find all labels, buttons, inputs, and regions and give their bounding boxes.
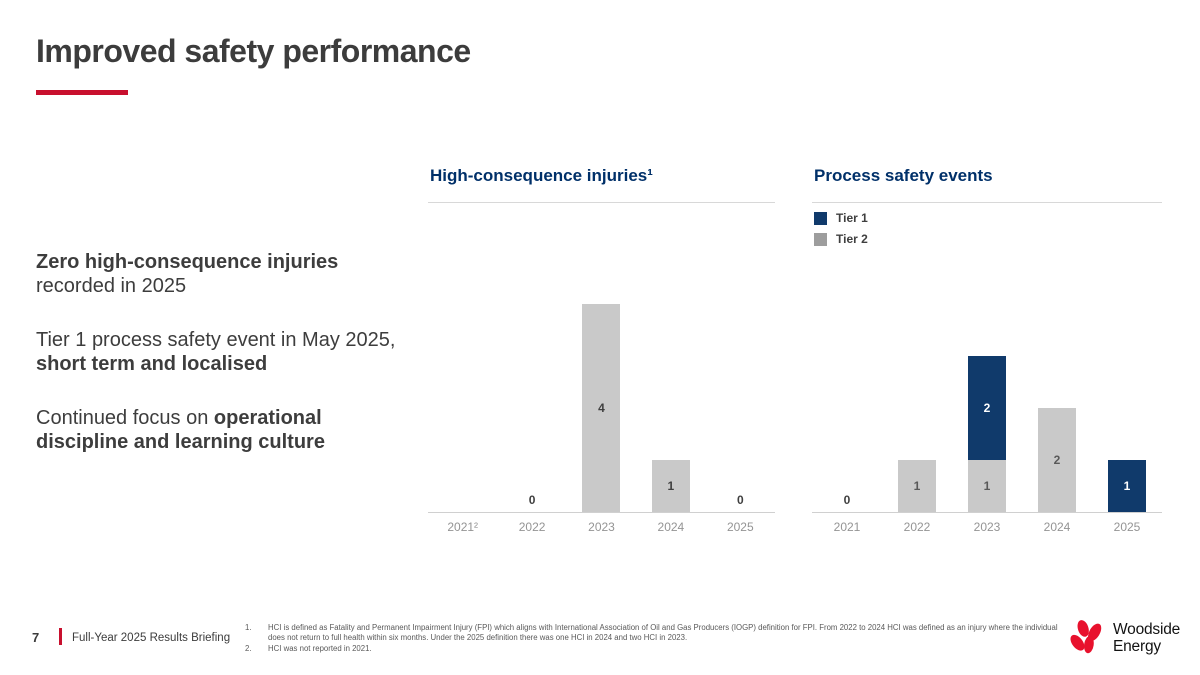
bar-segment: 1: [1108, 460, 1146, 512]
x-tick-label: 2024: [657, 520, 685, 534]
chart-title-rule: [428, 202, 775, 203]
x-tick-label: 2021: [833, 520, 861, 534]
bar-value-label: 0: [736, 493, 744, 507]
plot-area: 2021² 0 2022 4 2023 1 2024 0 2025: [428, 164, 775, 534]
key-message: Continued focus on operational discipline…: [36, 407, 325, 453]
footnote-number: 1.: [245, 623, 252, 632]
key-message: Tier 1 process safety event in May 2025,…: [36, 329, 396, 375]
bar-value-label: 2: [1053, 453, 1061, 467]
bar-value-label: 1: [913, 479, 921, 493]
bar-slot: 0 2022: [497, 164, 566, 534]
page-number: 7: [32, 630, 40, 645]
bar-segment: 1: [651, 460, 690, 512]
key-message: Zero high-consequence injuries recorded i…: [36, 251, 339, 297]
plot-area: 0 2021 1 2022 1 2 2023 2 2024 1 2025: [812, 164, 1162, 534]
bar-slot: 1 2024: [636, 164, 705, 534]
bar-slot: 2021²: [428, 164, 497, 534]
x-tick-label: 2022: [518, 520, 546, 534]
chart-legend: Tier 1 Tier 2: [814, 211, 868, 253]
woodside-flower-icon: [1070, 620, 1102, 654]
bar-value-label: 0: [843, 493, 851, 507]
legend-item: Tier 2: [814, 232, 868, 246]
logo-text-line2: Energy: [1113, 638, 1161, 655]
bar-slot: 2 2024: [1022, 164, 1092, 534]
bar-value-label: 2: [983, 401, 991, 415]
bar-slot: 1 2022: [882, 164, 952, 534]
x-tick-label: 2025: [726, 520, 754, 534]
footnote-number: 2.: [245, 643, 252, 653]
bar-value-label: 4: [598, 401, 605, 415]
bar-value-label: 0: [528, 493, 536, 507]
bar-segment: 2: [968, 356, 1006, 460]
bar-slot: 1 2 2023: [952, 164, 1022, 534]
legend-swatch: [814, 211, 827, 225]
footnotes: 1. HCI is defined as Fatality and Permane…: [245, 623, 1060, 654]
bar-slot: 0 2021: [812, 164, 882, 534]
page-title: Improved safety performance: [36, 33, 471, 69]
bar-value-label: 1: [667, 479, 675, 493]
x-tick-label: 2021²: [447, 520, 479, 534]
bar-segment: 2: [1038, 408, 1076, 512]
legend-label: Tier 2: [836, 232, 868, 246]
legend-label: Tier 1: [836, 211, 868, 225]
footer-presentation-title: Full-Year 2025 Results Briefing: [72, 632, 231, 644]
footnote-text: HCI was not reported in 2021.: [268, 643, 372, 653]
bar-segment: 4: [582, 304, 621, 512]
x-tick-label: 2025: [1113, 520, 1141, 534]
footnote: 2. HCI was not reported in 2021.: [245, 644, 1060, 654]
x-tick-label: 2023: [588, 520, 615, 534]
footnote-text: HCI is defined as Fatality and Permanent…: [268, 623, 1058, 643]
legend-swatch: [814, 232, 827, 246]
bar-slot: 0 2025: [706, 164, 775, 534]
bar-slot: 4 2023: [567, 164, 636, 534]
chart-title: Process safety events: [814, 166, 993, 185]
x-tick-label: 2024: [1043, 520, 1071, 534]
bar-segment: 1: [968, 460, 1006, 512]
footnote: 1. HCI is defined as Fatality and Permane…: [245, 623, 1060, 644]
bar-value-label: 1: [983, 479, 991, 493]
key-messages: Zero high-consequence injuries recorded i…: [36, 250, 416, 484]
x-tick-label: 2023: [973, 520, 1001, 534]
footer-divider-bar: [59, 628, 62, 645]
bar-segment: 1: [898, 460, 936, 512]
chart-title: High-consequence injuries¹: [430, 166, 653, 185]
logo-text: Woodside Energy: [1113, 621, 1180, 655]
legend-item: Tier 1: [814, 211, 868, 225]
woodside-logo: Woodside Energy: [1066, 617, 1180, 659]
bar-slot: 1 2025: [1092, 164, 1162, 534]
title-underline-accent: [36, 90, 128, 95]
bar-value-label: 1: [1123, 479, 1131, 493]
logo-text-line1: Woodside: [1113, 621, 1181, 638]
chart-title-rule: [812, 202, 1162, 203]
x-tick-label: 2022: [903, 520, 931, 534]
